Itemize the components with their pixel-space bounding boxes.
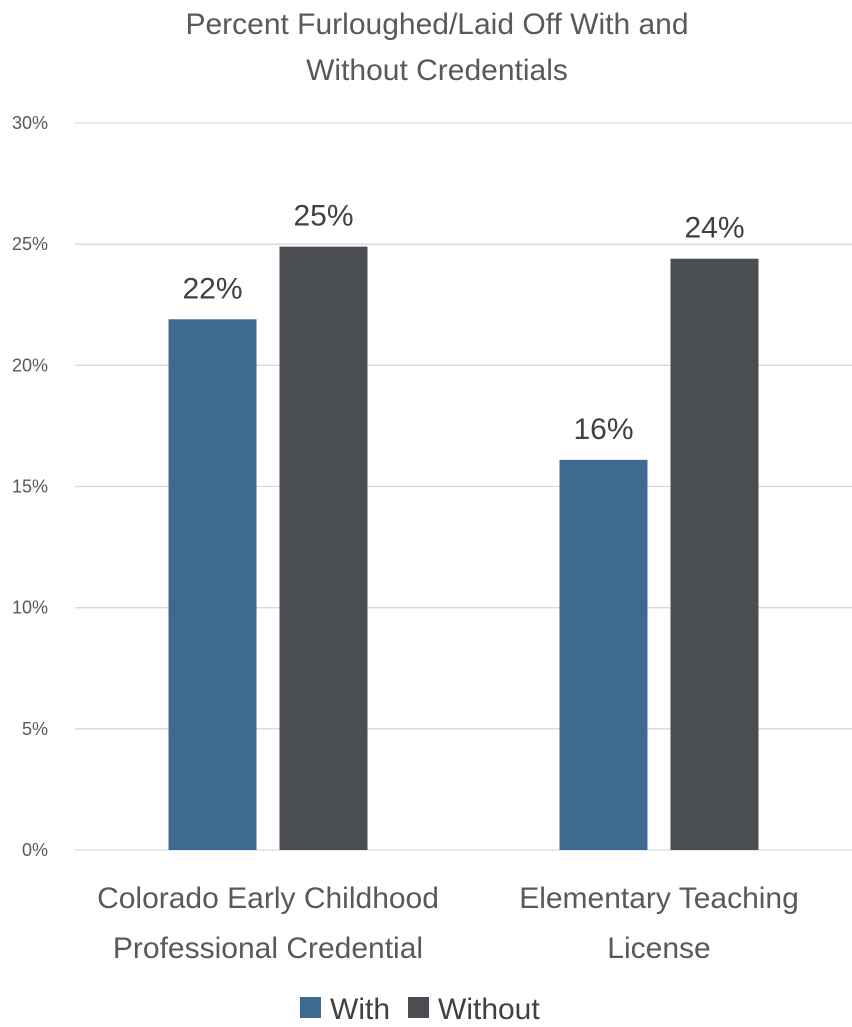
bar-without (670, 258, 759, 850)
x-category-label: Elementary Teaching (519, 882, 799, 915)
legend-label-without: Without (438, 993, 540, 1026)
y-tick-label: 0% (22, 840, 48, 860)
data-label: 25% (293, 200, 353, 233)
y-tick-label: 15% (12, 477, 48, 497)
x-axis-categories: Colorado Early Childhood Professional Cre… (97, 882, 799, 965)
data-labels: 22% 25% 16% 24% (182, 200, 744, 446)
data-label: 22% (182, 272, 242, 305)
x-category-label: Colorado Early Childhood (97, 882, 439, 915)
chart-title-line-1: Percent Furloughed/Laid Off With and (185, 8, 688, 41)
legend-label-with: With (330, 993, 390, 1026)
legend: With Without (300, 993, 540, 1026)
bar-with (168, 319, 257, 850)
y-axis-ticks: 0% 5% 10% 15% 20% 25% 30% (12, 113, 48, 860)
bar-with (559, 459, 648, 850)
legend-swatch-with (300, 997, 321, 1018)
data-label: 24% (684, 212, 744, 245)
y-tick-label: 10% (12, 598, 48, 618)
legend-swatch-without (408, 997, 429, 1018)
y-tick-label: 25% (12, 234, 48, 254)
bars (168, 246, 759, 851)
chart-title-line-2: Without Credentials (306, 54, 568, 87)
y-tick-label: 20% (12, 355, 48, 375)
x-category-label: Professional Credential (113, 932, 423, 965)
y-tick-label: 30% (12, 113, 48, 133)
data-label: 16% (573, 413, 633, 446)
x-category-label: License (607, 932, 710, 965)
bar-without (279, 246, 368, 851)
y-tick-label: 5% (22, 719, 48, 739)
